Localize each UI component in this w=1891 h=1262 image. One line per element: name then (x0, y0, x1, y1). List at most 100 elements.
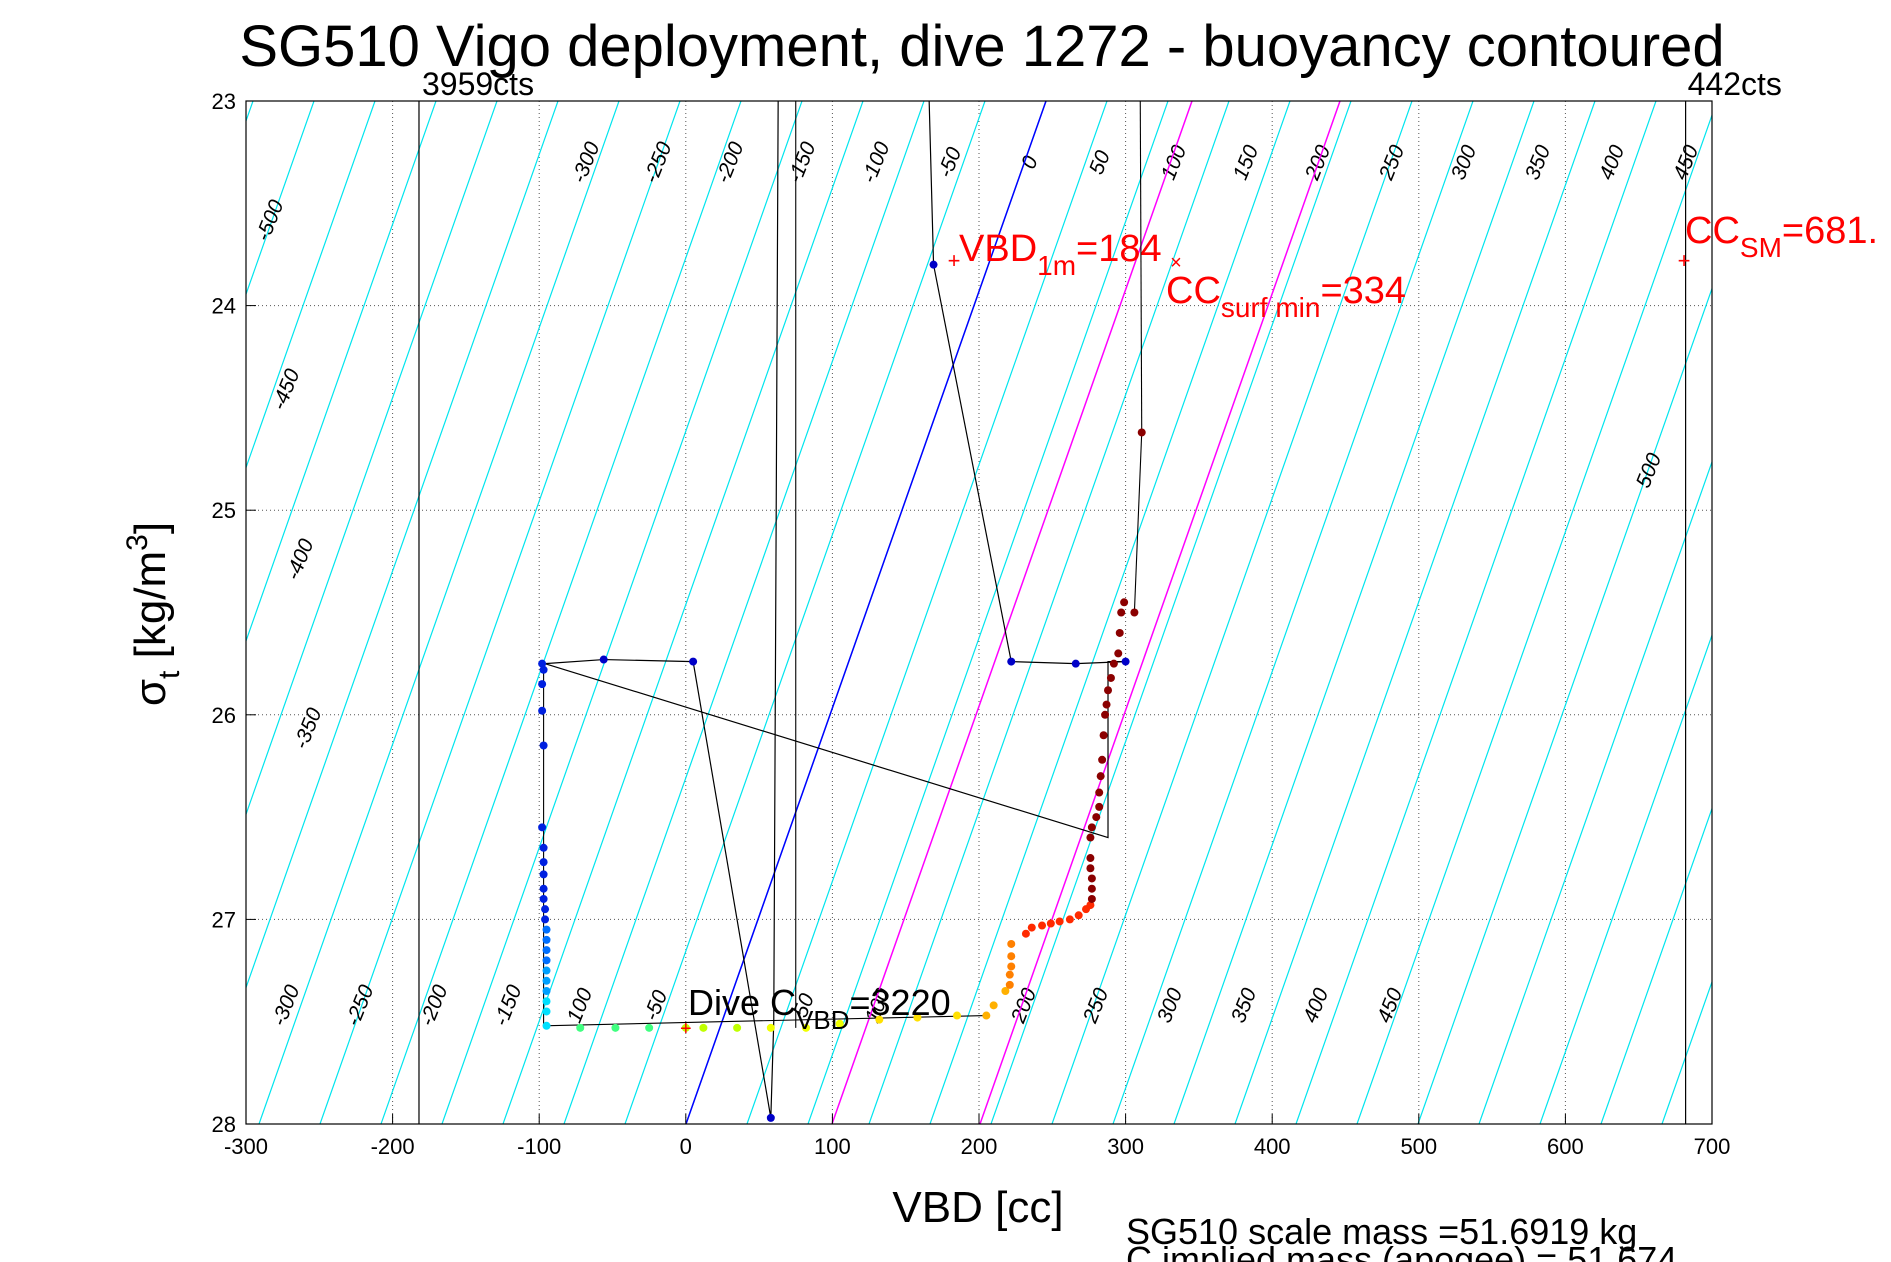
contour-line (1051, 101, 1413, 1124)
contour-label-top: 300 (1447, 142, 1482, 183)
data-point (1137, 428, 1146, 437)
data-point (1114, 649, 1123, 658)
data-point (1074, 911, 1083, 920)
contour-line (1539, 633, 1712, 1124)
data-point (539, 884, 548, 893)
data-point (542, 1021, 551, 1030)
x-tick-label: 400 (1254, 1134, 1291, 1159)
data-point (1121, 657, 1130, 666)
data-point (1021, 929, 1030, 938)
data-point (539, 894, 548, 903)
contour-line (1356, 113, 1712, 1124)
data-point (1104, 686, 1113, 695)
vbd1m-annotation: VBD1m=184 (959, 228, 1162, 281)
contour-label-left: -450 (267, 365, 304, 413)
contour-line (0, 101, 131, 1124)
data-point (645, 1023, 654, 1032)
contour-label-right: 500 (1632, 450, 1667, 491)
contour-line (1112, 101, 1474, 1124)
data-point (541, 915, 550, 924)
contour-line (246, 101, 559, 990)
contour-line (868, 101, 1230, 1124)
contour-line (441, 101, 803, 1124)
data-point (1007, 952, 1016, 961)
data-point (681, 1023, 690, 1032)
data-point (538, 823, 547, 832)
contour-label-top: 100 (1157, 142, 1192, 183)
data-point (766, 1113, 775, 1122)
data-point (929, 260, 938, 269)
contour-label-bottom: 250 (1078, 985, 1113, 1027)
data-point (1038, 921, 1047, 930)
data-point (1001, 987, 1010, 996)
contour-label-bottom: -150 (489, 981, 526, 1029)
data-point (835, 1019, 844, 1028)
data-point (1065, 915, 1074, 924)
ccsurf-reference-line (979, 101, 1341, 1124)
contour-label-bottom: -50 (640, 987, 673, 1024)
data-point (875, 1015, 884, 1024)
data-point (1027, 923, 1036, 932)
data-point (1046, 919, 1055, 928)
dive-trace-segment (1133, 432, 1143, 613)
ccsurf-marker: × (1170, 252, 1182, 274)
data-point (1109, 659, 1118, 668)
data-point (733, 1023, 742, 1032)
x-tick-label: 200 (961, 1134, 998, 1159)
data-point (542, 997, 551, 1006)
data-point (699, 1023, 708, 1032)
contour-label-top: -300 (567, 138, 604, 186)
contour-line (1417, 286, 1712, 1124)
vbd1m-marker: + (948, 248, 961, 273)
contour-line (1845, 101, 1891, 1124)
buoyancy-contours (0, 101, 1891, 1124)
vbd-limit-label: 3959cts (422, 66, 534, 102)
y-tick-label: 24 (212, 294, 236, 319)
contour-line (990, 101, 1352, 1124)
y-tick-label: 28 (212, 1112, 236, 1137)
x-axis-label: VBD [cc] (892, 1183, 1063, 1232)
data-point (1005, 970, 1014, 979)
contour-line (563, 101, 925, 1124)
contour-line (624, 101, 986, 1124)
contour-line (1478, 460, 1712, 1124)
contour-label-top: 350 (1521, 142, 1556, 183)
dive-trace-segment (543, 1015, 987, 1027)
contour-line (1295, 101, 1657, 1124)
contour-line (1784, 101, 1891, 1124)
data-point (1096, 772, 1105, 781)
data-point (1101, 710, 1110, 719)
contour-label-bottom: -250 (341, 981, 378, 1029)
data-point (1055, 917, 1064, 926)
data-point (1087, 894, 1096, 903)
contour-line (1173, 101, 1535, 1124)
vbd1m-reference-line (831, 101, 1193, 1124)
data-point (1102, 700, 1111, 709)
data-point (539, 870, 548, 879)
data-point (542, 1007, 551, 1016)
x-axis-ticks: -300 -200 -100 0 100 200 300 400 500 600 700 (224, 1114, 1730, 1159)
contour-line (1234, 101, 1596, 1124)
data-point (542, 935, 551, 944)
data-point (913, 1013, 922, 1022)
contour-label-top: 0 (1017, 153, 1043, 173)
y-axis-ticks: 23 24 25 26 27 28 (212, 89, 256, 1137)
y-label-units: [kg/m (126, 551, 175, 671)
data-point (538, 680, 547, 689)
x-tick-label: -200 (371, 1134, 415, 1159)
y-axis-label: σt [kg/m3] (121, 522, 186, 706)
contour-label-bottom: 300 (1153, 985, 1188, 1026)
neutral-buoyancy-line (685, 101, 1047, 1124)
data-point (989, 1001, 998, 1010)
data-point (1086, 854, 1095, 863)
contour-line (258, 101, 620, 1124)
contour-line (246, 101, 437, 643)
y-tick-label: 23 (212, 89, 236, 114)
ccsurf-annotation: CCsurf min=334 (1166, 270, 1406, 323)
data-point (982, 1011, 991, 1020)
ccsm-marker: + (1678, 248, 1691, 273)
vbd-limit-label: 442cts (1688, 66, 1782, 102)
vbd-limit-lines: 3959cts 442cts (418, 66, 1782, 1124)
data-point (542, 956, 551, 965)
dive-cvbd-annotation: Dive CVBD=3220 (688, 982, 951, 1035)
